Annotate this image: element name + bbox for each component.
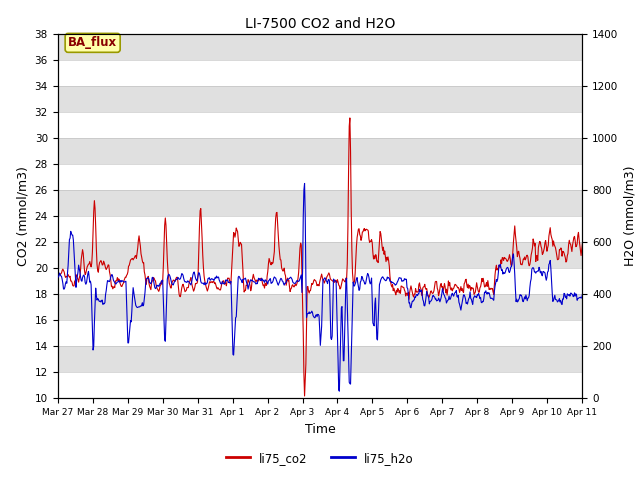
Bar	[58, 34, 582, 60]
Y-axis label: CO2 (mmol/m3): CO2 (mmol/m3)	[16, 166, 29, 266]
Bar	[58, 86, 582, 112]
Title: LI-7500 CO2 and H2O: LI-7500 CO2 and H2O	[245, 17, 395, 31]
Bar	[58, 294, 582, 320]
Text: BA_flux: BA_flux	[68, 36, 117, 49]
Bar	[58, 346, 582, 372]
Bar	[58, 190, 582, 216]
Bar	[58, 138, 582, 164]
Bar	[58, 242, 582, 268]
Legend: li75_co2, li75_h2o: li75_co2, li75_h2o	[221, 447, 419, 469]
Y-axis label: H2O (mmol/m3): H2O (mmol/m3)	[624, 166, 637, 266]
X-axis label: Time: Time	[305, 423, 335, 436]
